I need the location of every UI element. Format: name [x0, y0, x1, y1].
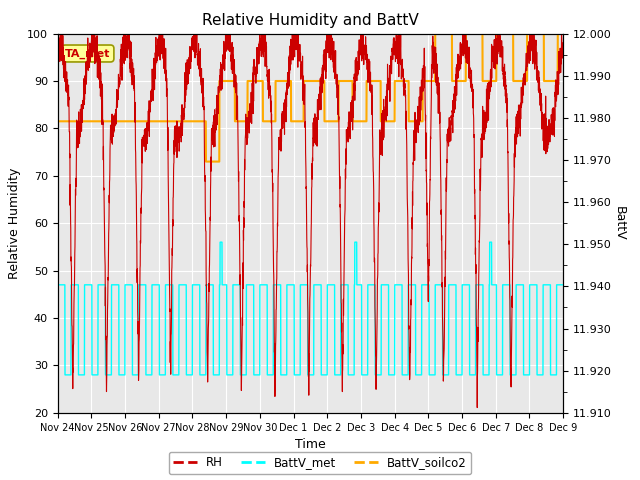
- Y-axis label: BattV: BattV: [612, 206, 626, 240]
- Title: Relative Humidity and BattV: Relative Humidity and BattV: [202, 13, 419, 28]
- X-axis label: Time: Time: [295, 438, 326, 451]
- Text: TA_met: TA_met: [65, 48, 111, 59]
- Legend: RH, BattV_met, BattV_soilco2: RH, BattV_met, BattV_soilco2: [168, 452, 472, 474]
- Y-axis label: Relative Humidity: Relative Humidity: [8, 168, 21, 279]
